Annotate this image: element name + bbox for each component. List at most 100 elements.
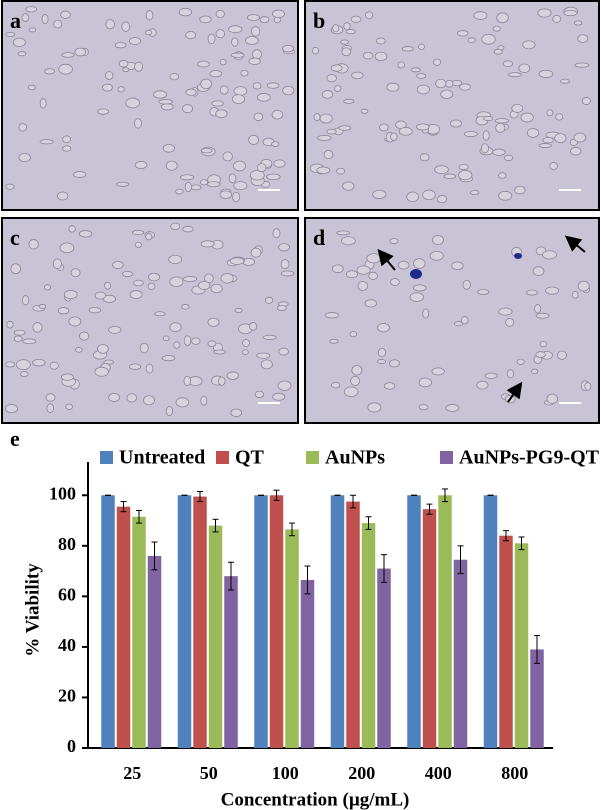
cell — [248, 134, 260, 145]
cell — [273, 159, 286, 168]
cell — [168, 254, 183, 265]
cell — [210, 283, 223, 294]
cell — [278, 243, 291, 252]
cell — [249, 169, 265, 181]
cell — [200, 147, 213, 154]
cell — [233, 160, 246, 172]
bar — [514, 543, 529, 748]
cell — [433, 58, 442, 66]
cell — [32, 322, 43, 333]
cell — [241, 349, 249, 355]
cell — [121, 21, 131, 32]
cell — [458, 169, 473, 181]
cell — [555, 113, 564, 121]
cell — [232, 191, 241, 203]
cell — [41, 14, 49, 24]
cell — [175, 397, 190, 408]
cell — [532, 266, 545, 277]
cell — [226, 371, 239, 380]
cell — [331, 381, 341, 389]
cell — [484, 372, 498, 379]
cell — [145, 363, 154, 374]
cell — [118, 60, 129, 68]
cell — [538, 69, 554, 78]
cell — [5, 183, 15, 190]
micrograph — [1, 217, 299, 424]
cell — [260, 359, 273, 370]
cell — [266, 82, 280, 89]
cell — [254, 390, 265, 398]
cell — [374, 51, 388, 62]
cell — [207, 317, 220, 327]
cell — [70, 268, 81, 278]
cell — [62, 135, 71, 144]
cell — [75, 347, 83, 353]
cell — [145, 10, 154, 21]
cell — [436, 195, 448, 204]
bar — [438, 495, 452, 748]
cell — [169, 73, 180, 81]
cell — [61, 52, 75, 58]
cell — [60, 10, 71, 19]
cell — [190, 184, 202, 191]
arrow — [377, 248, 396, 271]
cell — [497, 45, 505, 51]
cell — [498, 190, 513, 201]
cell — [162, 144, 175, 153]
cell — [389, 238, 399, 245]
cell — [377, 359, 387, 365]
legend-swatch — [440, 451, 453, 464]
cell — [13, 329, 26, 336]
cell — [185, 88, 197, 96]
cell — [416, 84, 430, 95]
cell — [546, 109, 554, 117]
cell — [74, 47, 87, 57]
cell — [57, 191, 69, 201]
cell — [333, 85, 342, 92]
cell — [526, 289, 538, 296]
cell — [234, 307, 243, 313]
cell — [557, 350, 567, 360]
cell — [477, 289, 490, 295]
cell — [495, 122, 506, 133]
bar — [453, 559, 468, 748]
cell — [574, 62, 590, 68]
legend-label: AuNPs-PG9-QT — [459, 447, 600, 469]
cell — [282, 85, 295, 96]
cell — [38, 304, 47, 309]
cell — [498, 307, 513, 316]
cell — [483, 116, 494, 121]
cell — [463, 131, 478, 137]
cell — [12, 37, 26, 47]
cell — [398, 127, 413, 136]
cell — [571, 290, 579, 299]
cell — [18, 152, 31, 163]
cell — [122, 67, 130, 73]
cell — [431, 367, 445, 376]
cell — [27, 84, 36, 91]
cell — [200, 395, 208, 406]
cell — [418, 404, 429, 411]
y-tick-label: 60 — [58, 584, 76, 604]
cell — [345, 29, 356, 35]
cell — [419, 153, 430, 162]
cell — [368, 271, 378, 280]
bar — [132, 516, 146, 748]
cell — [390, 278, 400, 286]
cell — [429, 250, 444, 261]
cell — [518, 63, 531, 73]
cell — [182, 225, 194, 233]
cell — [377, 347, 386, 358]
cell — [377, 323, 390, 333]
cell — [503, 154, 514, 162]
cell — [79, 331, 90, 341]
cell — [207, 340, 217, 347]
cell — [584, 382, 592, 391]
cell — [20, 371, 29, 378]
cell — [445, 79, 454, 88]
y-tick-label: 80 — [58, 534, 76, 554]
cell — [154, 311, 166, 317]
cell — [231, 94, 246, 105]
cell — [158, 99, 174, 105]
cell — [45, 393, 56, 402]
